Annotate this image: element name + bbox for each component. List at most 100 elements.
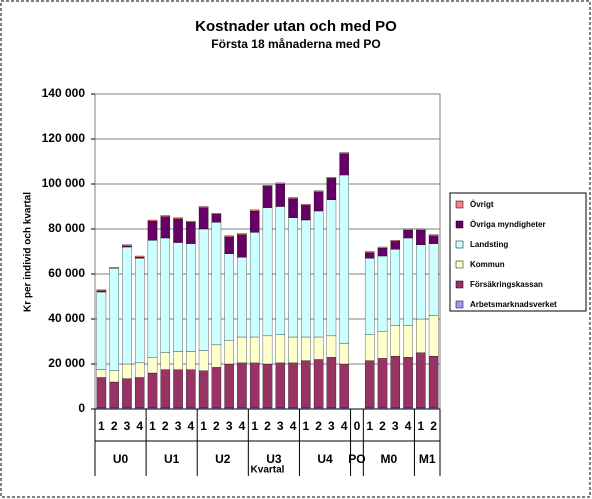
bar-segment — [326, 335, 337, 358]
bar-segment — [428, 243, 439, 316]
bar-segment — [364, 360, 375, 409]
y-tick-label: 60 000 — [48, 266, 85, 280]
bar-segment — [275, 183, 286, 207]
bar-segment — [198, 350, 209, 371]
chart-title: Kostnader utan och med PO — [195, 18, 397, 35]
bar-segment — [173, 242, 183, 352]
x-tick-label: 4 — [290, 419, 297, 433]
bar-segment — [326, 177, 337, 179]
bar-segment — [96, 377, 107, 409]
bar-segment — [428, 315, 439, 357]
y-tick-label: 100 000 — [42, 176, 86, 190]
bar-segment — [313, 190, 324, 193]
x-tick-label: 4 — [187, 419, 194, 433]
bar-segment — [237, 336, 247, 364]
bar-segment — [96, 290, 107, 293]
bar-segment — [147, 220, 158, 241]
bar-segment — [275, 206, 286, 335]
bar-segment — [198, 206, 209, 208]
x-axis-title: Kvartal — [251, 465, 285, 476]
bar-segment — [160, 216, 171, 239]
bar-segment — [301, 336, 311, 361]
bar-segment — [109, 370, 119, 383]
x-tick-label: 4 — [405, 419, 412, 433]
bar-segment — [339, 343, 349, 365]
bar-segment — [262, 184, 273, 187]
bar-segment — [428, 355, 439, 409]
bar-segment — [134, 258, 145, 364]
x-tick-label: 1 — [200, 419, 207, 433]
bar-segment — [403, 237, 413, 326]
bar-segment — [403, 228, 413, 231]
bar-segment — [403, 229, 413, 239]
y-axis-title: Kr per individ och kvartal — [23, 192, 34, 312]
bar-segment — [390, 241, 401, 250]
bar-segment — [198, 228, 209, 351]
x-tick-label: 2 — [430, 419, 437, 433]
bar-segment — [224, 235, 234, 238]
bar-segment — [288, 217, 298, 338]
bar-segment — [326, 357, 337, 409]
bar-segment — [262, 207, 273, 337]
x-tick-label: 2 — [111, 419, 118, 433]
bar-segment — [301, 360, 311, 409]
bar-segment — [134, 256, 145, 259]
x-tick-label: 2 — [379, 419, 386, 433]
bar-segment — [390, 240, 401, 242]
bar-segment — [262, 335, 273, 365]
bar-segment — [173, 351, 183, 370]
bar-segment — [96, 369, 107, 378]
bar-segment — [403, 357, 413, 409]
bar-segment — [147, 219, 158, 222]
bar-segment — [339, 363, 349, 409]
legend-swatch — [455, 200, 464, 209]
x-tick-label: 2 — [315, 419, 322, 433]
bar-segment — [96, 291, 107, 370]
bar-segment — [109, 267, 119, 269]
legend-label: Landsting — [470, 240, 508, 249]
x-tick-label: 2 — [162, 419, 169, 433]
x-tick-label: 1 — [366, 419, 373, 433]
bar-segment — [211, 213, 222, 215]
bar-segment — [160, 369, 171, 409]
x-tick-label: 3 — [277, 419, 284, 433]
bar-segment — [186, 351, 196, 370]
x-tick-label: 1 — [302, 419, 309, 433]
x-tick-label: 1 — [149, 419, 156, 433]
legend-swatch — [455, 240, 464, 249]
bar-segment — [173, 369, 183, 409]
bar-segment — [147, 240, 158, 358]
bar-segment — [224, 340, 234, 365]
bar-segment — [109, 268, 119, 371]
bar-segment — [390, 355, 401, 409]
bar-segment — [275, 334, 286, 364]
bar-segment — [134, 377, 145, 409]
bar-segment — [364, 258, 375, 335]
x-tick-label: 3 — [392, 419, 399, 433]
bar-segment — [122, 246, 132, 365]
bar-segment — [198, 207, 209, 230]
x-tick-label: 4 — [136, 419, 143, 433]
bar-segment — [249, 210, 260, 233]
bar-segment — [416, 352, 426, 409]
bar-segment — [109, 381, 119, 409]
bar-segment — [211, 344, 222, 368]
bar-segment — [249, 336, 260, 364]
x-tick-label: 1 — [251, 419, 258, 433]
bar-segment — [313, 359, 324, 409]
y-tick-label: 40 000 — [48, 311, 85, 325]
group-label: U3 — [266, 452, 282, 466]
bar-segment — [339, 152, 349, 154]
bar-segment — [428, 235, 439, 244]
bar-segment — [134, 255, 145, 258]
x-tick-label: 2 — [213, 419, 220, 433]
bar-segment — [275, 362, 286, 409]
bar-segment — [377, 246, 388, 249]
bar-segment — [364, 252, 375, 259]
bar-segment — [262, 363, 273, 409]
bar-segment — [122, 244, 132, 247]
legend-swatch — [455, 260, 464, 269]
y-tick-label: 80 000 — [48, 221, 85, 235]
legend-label: Övrigt — [470, 200, 494, 209]
y-tick-label: 20 000 — [48, 356, 85, 370]
